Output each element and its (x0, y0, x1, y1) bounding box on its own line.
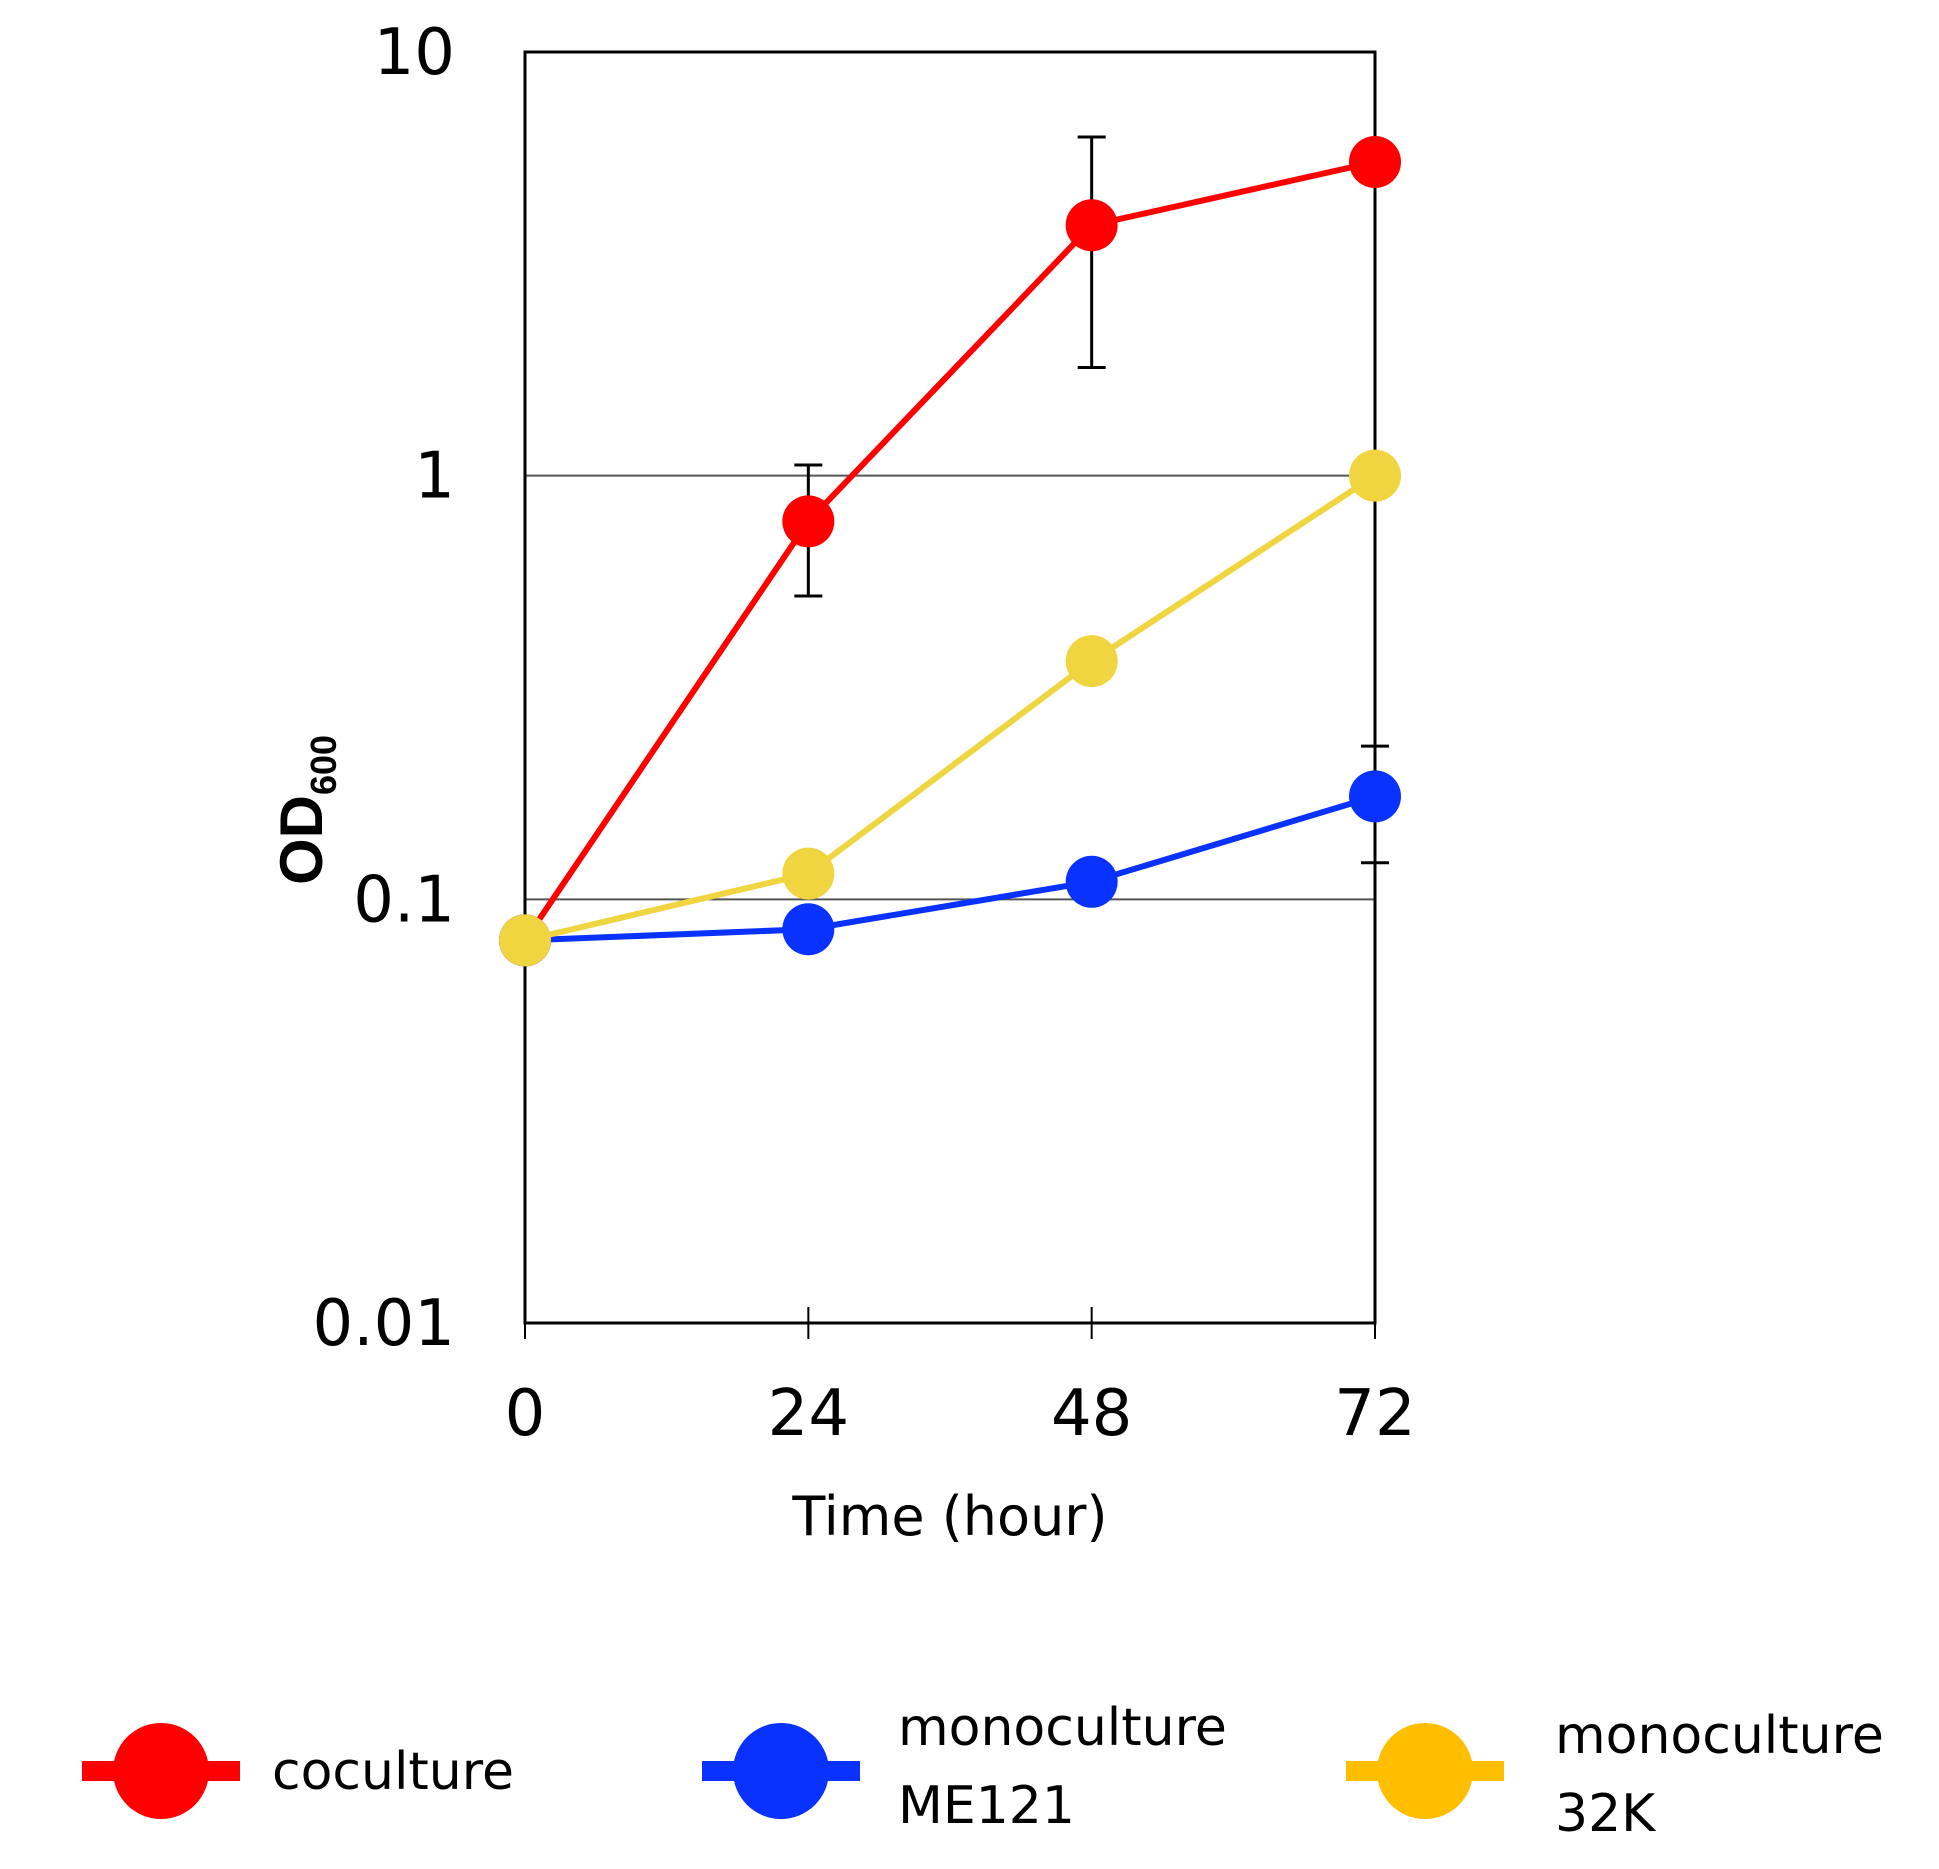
y-axis-label: OD600 (268, 735, 344, 885)
y-tick-label: 10 (374, 16, 455, 90)
legend: coculture monoculture ME121 monoculture … (82, 1698, 1884, 1844)
data-point (499, 914, 551, 967)
data-point (1349, 770, 1401, 823)
data-point (782, 847, 835, 900)
legend-marker-me121 (733, 1723, 829, 1819)
data-point (1349, 135, 1401, 188)
y-tick-label: 1 (414, 440, 455, 514)
y-axis-label-subscript: 600 (303, 735, 344, 795)
legend-label-32k-line1: monoculture (1555, 1706, 1884, 1766)
legend-label-me121-line1: monoculture (898, 1698, 1227, 1758)
legend-label-coculture: coculture (272, 1742, 514, 1802)
x-axis-label: Time (hour) (791, 1485, 1107, 1548)
series-layer (499, 135, 1401, 967)
y-tick-label: 0.1 (353, 863, 455, 937)
legend-item-coculture: coculture (82, 1723, 514, 1819)
legend-marker-32k (1377, 1723, 1473, 1819)
legend-marker-coculture (113, 1723, 209, 1819)
plot-frame (523, 50, 1377, 1325)
series-line-1 (524, 793, 1376, 944)
legend-item-monoculture-32k: monoculture 32K (1346, 1706, 1884, 1844)
legend-label-me121-line2: ME121 (898, 1776, 1075, 1836)
legend-item-monoculture-me121: monoculture ME121 (702, 1698, 1227, 1836)
y-axis-label-main: OD (268, 795, 335, 885)
series-line-2 (524, 473, 1377, 944)
x-tick-label: 48 (1051, 1377, 1132, 1451)
data-point (782, 495, 835, 548)
series-line-0 (522, 159, 1376, 943)
data-point (1065, 855, 1118, 908)
series-0 (499, 135, 1401, 967)
x-tick-label: 24 (768, 1377, 849, 1451)
data-point (782, 903, 835, 956)
x-tick-label: 0 (505, 1377, 546, 1451)
x-tick-label: 72 (1334, 1377, 1415, 1451)
legend-label-32k-line2: 32K (1555, 1784, 1657, 1844)
data-point (1065, 199, 1118, 252)
x-ticks: 0 24 48 72 (505, 1307, 1416, 1451)
y-ticks: 0.01 0.1 1 10 (313, 16, 456, 1361)
data-point (1349, 449, 1401, 502)
data-point (1065, 635, 1118, 688)
series-2 (499, 449, 1401, 967)
gridlines (525, 474, 1375, 901)
y-tick-label: 0.01 (313, 1287, 456, 1361)
